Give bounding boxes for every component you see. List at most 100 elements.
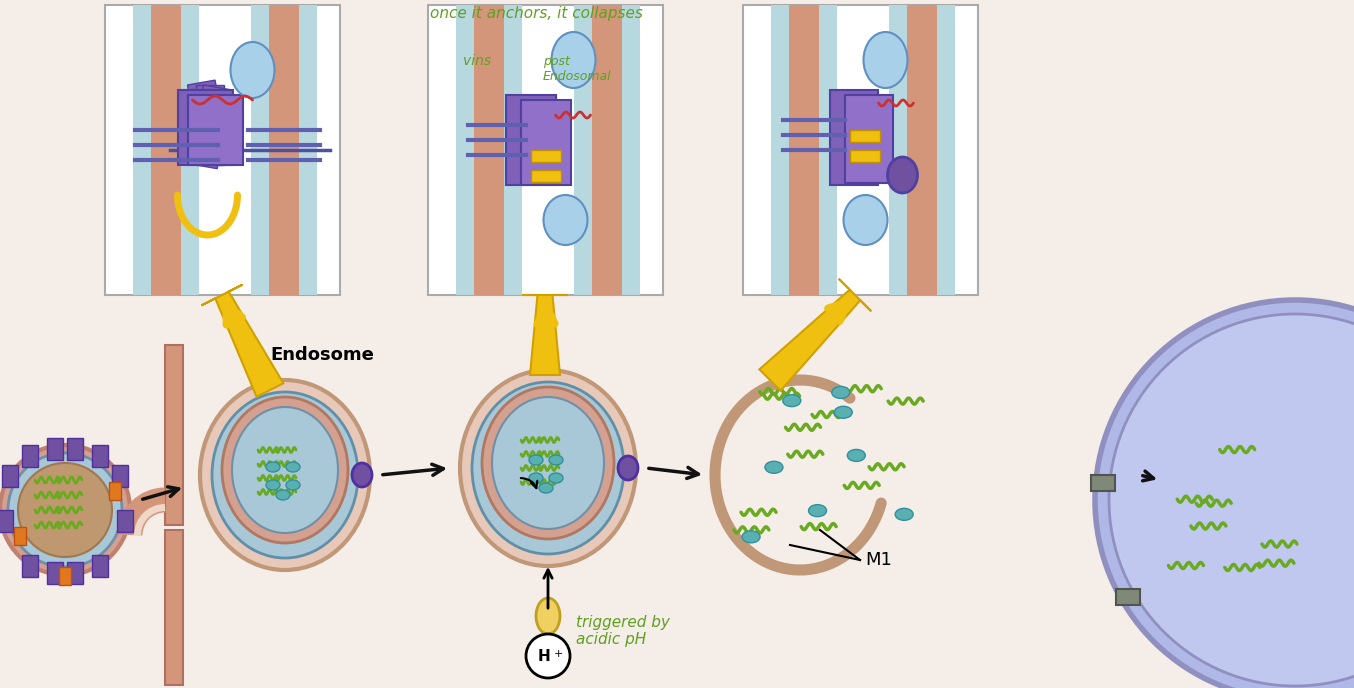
- Bar: [66, 438, 83, 460]
- Bar: [531, 170, 561, 182]
- Text: triggered by
acidic pH: triggered by acidic pH: [575, 614, 670, 647]
- Bar: [152, 5, 181, 295]
- Bar: [133, 5, 152, 295]
- Polygon shape: [202, 285, 283, 397]
- Ellipse shape: [831, 387, 850, 398]
- Bar: [195, 85, 223, 165]
- Text: vins: vins: [463, 54, 492, 68]
- Bar: [830, 90, 879, 185]
- Bar: [47, 438, 64, 460]
- Bar: [92, 555, 108, 577]
- Bar: [743, 5, 978, 295]
- Bar: [888, 5, 907, 295]
- Ellipse shape: [834, 407, 852, 418]
- Ellipse shape: [529, 473, 543, 483]
- Ellipse shape: [286, 480, 301, 490]
- Bar: [60, 567, 70, 585]
- Bar: [574, 5, 592, 295]
- Ellipse shape: [548, 455, 563, 465]
- Bar: [772, 5, 789, 295]
- Bar: [850, 130, 880, 142]
- Ellipse shape: [460, 370, 636, 566]
- Bar: [819, 5, 837, 295]
- Circle shape: [8, 453, 122, 567]
- Ellipse shape: [848, 449, 865, 462]
- Bar: [504, 5, 523, 295]
- Ellipse shape: [222, 397, 348, 543]
- Ellipse shape: [265, 480, 280, 490]
- Bar: [1, 465, 18, 487]
- Bar: [474, 5, 504, 295]
- Bar: [428, 5, 663, 295]
- Ellipse shape: [265, 462, 280, 472]
- Bar: [106, 5, 340, 295]
- Ellipse shape: [543, 195, 588, 245]
- Text: once it anchors, it collapses: once it anchors, it collapses: [431, 6, 643, 21]
- Ellipse shape: [473, 382, 624, 554]
- Bar: [505, 95, 555, 185]
- Bar: [520, 100, 570, 185]
- Ellipse shape: [529, 455, 543, 465]
- Ellipse shape: [895, 508, 913, 520]
- Ellipse shape: [200, 380, 370, 570]
- Ellipse shape: [864, 32, 907, 88]
- Ellipse shape: [232, 407, 338, 533]
- Bar: [621, 5, 639, 295]
- Bar: [907, 5, 937, 295]
- Bar: [250, 5, 268, 295]
- Bar: [92, 445, 108, 467]
- Bar: [181, 5, 199, 295]
- Circle shape: [1109, 314, 1354, 686]
- Bar: [187, 80, 229, 164]
- Ellipse shape: [482, 387, 613, 539]
- Bar: [66, 562, 83, 584]
- Ellipse shape: [276, 490, 290, 500]
- Text: post
Endosomal: post Endosomal: [543, 55, 612, 83]
- Bar: [456, 5, 474, 295]
- Bar: [110, 482, 121, 500]
- Ellipse shape: [213, 392, 357, 558]
- Bar: [116, 510, 133, 532]
- Bar: [1116, 588, 1140, 605]
- Bar: [531, 150, 561, 162]
- Text: +: +: [554, 649, 563, 659]
- Bar: [1091, 475, 1114, 491]
- Bar: [22, 445, 38, 467]
- Ellipse shape: [548, 473, 563, 483]
- Bar: [789, 5, 819, 295]
- Text: Endosome: Endosome: [269, 346, 374, 364]
- Text: M1: M1: [865, 551, 892, 569]
- Ellipse shape: [783, 395, 800, 407]
- Polygon shape: [760, 279, 871, 391]
- Ellipse shape: [742, 531, 760, 543]
- Bar: [187, 95, 242, 165]
- Ellipse shape: [536, 598, 561, 634]
- Bar: [299, 5, 317, 295]
- Circle shape: [1095, 300, 1354, 688]
- Ellipse shape: [286, 462, 301, 472]
- Bar: [165, 530, 183, 685]
- Bar: [592, 5, 621, 295]
- Ellipse shape: [539, 483, 552, 493]
- Bar: [112, 465, 129, 487]
- Bar: [850, 150, 880, 162]
- Ellipse shape: [808, 504, 826, 517]
- Circle shape: [0, 445, 130, 575]
- Polygon shape: [523, 295, 567, 375]
- Bar: [268, 5, 299, 295]
- Bar: [190, 85, 232, 169]
- Ellipse shape: [887, 157, 918, 193]
- Ellipse shape: [844, 195, 887, 245]
- Bar: [14, 527, 26, 545]
- Bar: [165, 345, 183, 525]
- Ellipse shape: [617, 456, 638, 480]
- Bar: [177, 90, 233, 165]
- Bar: [845, 95, 894, 183]
- Ellipse shape: [352, 463, 372, 487]
- Bar: [937, 5, 955, 295]
- Ellipse shape: [551, 32, 596, 88]
- Ellipse shape: [492, 397, 604, 529]
- Bar: [0, 310, 1354, 688]
- Bar: [0, 510, 14, 532]
- Ellipse shape: [765, 461, 783, 473]
